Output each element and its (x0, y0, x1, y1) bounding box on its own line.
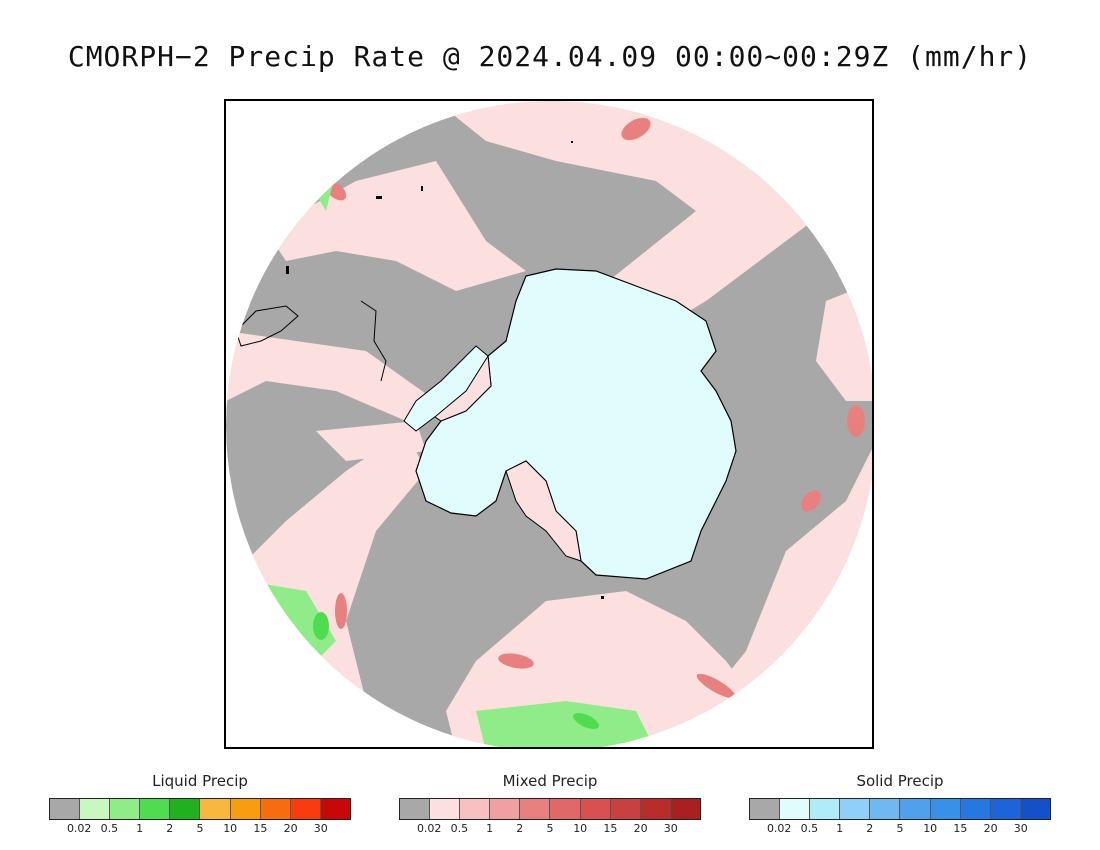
legend-tick-label: 30 (1013, 822, 1028, 835)
legend-tick-label: 5 (896, 822, 904, 835)
legend-swatch (520, 799, 551, 819)
legend-tick-label: 30 (663, 822, 678, 835)
legend-tick-label: 0.02 (766, 822, 792, 835)
legend-tick-label: 2 (516, 822, 524, 835)
legend-swatch (230, 799, 261, 819)
legend-tick-label: 0.02 (66, 822, 92, 835)
legend-title-mixed: Mixed Precip (502, 772, 598, 790)
legend-swatch (400, 799, 431, 819)
legend-tick-label: 10 (923, 822, 938, 835)
heavy-mixed-precip (325, 117, 865, 699)
legend-tick-label: 10 (223, 822, 238, 835)
legend-swatch (490, 799, 521, 819)
legend-swatch (50, 799, 81, 819)
antarctica (403, 268, 737, 580)
south-america-coast (235, 300, 387, 382)
legend-swatch (670, 799, 700, 819)
legend-swatch (110, 799, 141, 819)
legend-tick-label: 20 (283, 822, 298, 835)
polar-map (224, 99, 874, 749)
legend-swatch (870, 799, 901, 819)
legend-swatch (200, 799, 231, 819)
legend-swatch (260, 799, 291, 819)
legend-tick-label: 1 (486, 822, 494, 835)
legend-tick-label: 0.5 (450, 822, 469, 835)
legend-tick-label: 20 (633, 822, 648, 835)
legend-swatch (990, 799, 1021, 819)
legend-liquid: Liquid Precip 0.02 0.5 1 2 5 10 15 20 30 (49, 770, 351, 838)
legend-tick-label: 1 (136, 822, 144, 835)
legend-title-liquid: Liquid Precip (152, 772, 248, 790)
legend-tick-label: 15 (953, 822, 968, 835)
legend-swatch (550, 799, 581, 819)
legend-mixed: Mixed Precip 0.02 0.5 1 2 5 10 15 20 30 (399, 770, 701, 838)
legend-swatch (320, 799, 350, 819)
legend-swatch (810, 799, 841, 819)
legend-swatch (780, 799, 811, 819)
legend-swatch (1020, 799, 1050, 819)
ross-ice-shelf (505, 460, 582, 562)
legend-tick-label: 15 (603, 822, 618, 835)
legend-swatch (80, 799, 111, 819)
legend-tick-label: 0.02 (416, 822, 442, 835)
legend-solid: Solid Precip 0.02 0.5 1 2 5 10 15 20 30 (749, 770, 1051, 838)
antarctic-peninsula (403, 345, 489, 432)
legend-tick-label: 0.5 (800, 822, 819, 835)
legend-swatch (840, 799, 871, 819)
legend-swatch (610, 799, 641, 819)
legend-tick-label: 2 (166, 822, 174, 835)
legend-ticks: 0.02 0.5 1 2 5 10 15 20 30 (399, 822, 701, 838)
legend-color-bar (749, 798, 1051, 820)
legend-tick-label: 30 (313, 822, 328, 835)
legend-ticks: 0.02 0.5 1 2 5 10 15 20 30 (49, 822, 351, 838)
legend-swatch (750, 799, 781, 819)
legend-color-bar (399, 798, 701, 820)
legend-tick-label: 5 (546, 822, 554, 835)
small-islands (286, 141, 604, 599)
legend-swatch (580, 799, 611, 819)
legend-tick-label: 20 (983, 822, 998, 835)
legend-swatch (460, 799, 491, 819)
legend-tick-label: 1 (836, 822, 844, 835)
moderate-liquid-precip (313, 612, 599, 730)
legend-title-solid: Solid Precip (856, 772, 944, 790)
legend-color-bar (49, 798, 351, 820)
legend-swatch (430, 799, 461, 819)
map-title: CMORPH−2 Precip Rate @ 2024.04.09 00:00~… (67, 40, 1033, 73)
legend-swatch (640, 799, 671, 819)
legend-tick-label: 2 (866, 822, 874, 835)
legend-tick-label: 15 (253, 822, 268, 835)
legend-swatch (290, 799, 321, 819)
precip-map-canvas (226, 101, 872, 747)
legend-tick-label: 5 (196, 822, 204, 835)
legend-swatch (930, 799, 961, 819)
legend-tick-label: 0.5 (100, 822, 119, 835)
legend-ticks: 0.02 0.5 1 2 5 10 15 20 30 (749, 822, 1051, 838)
legend-swatch (960, 799, 991, 819)
legend-swatch (170, 799, 201, 819)
legend-swatch (900, 799, 931, 819)
legend-tick-label: 10 (573, 822, 588, 835)
legend-swatch (140, 799, 171, 819)
